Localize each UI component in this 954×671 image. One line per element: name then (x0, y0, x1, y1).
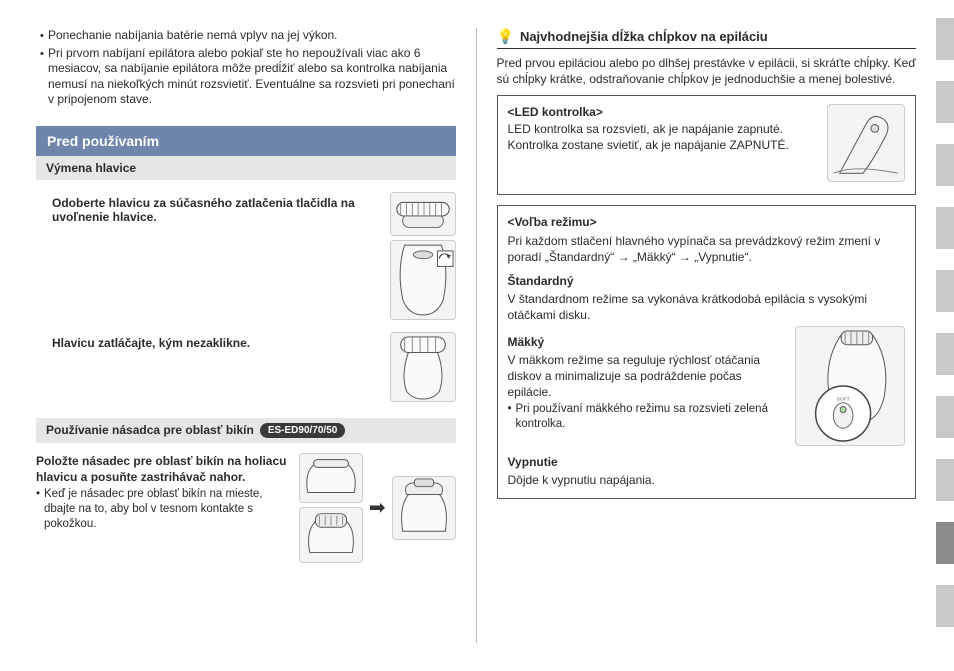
edge-tab (936, 459, 954, 501)
bullet-item: Pri prvom nabíjaní epilátora alebo pokia… (40, 46, 456, 108)
epilator-press-icon (390, 332, 456, 402)
lightbulb-icon: 💡 (497, 28, 514, 45)
mode-soft-head: Mäkký (508, 334, 786, 350)
edge-tab (936, 333, 954, 375)
page: Ponechanie nabíjania batérie nemá vplyv … (0, 0, 954, 671)
epilator-body-icon (390, 240, 456, 320)
edge-tab (936, 18, 954, 60)
mode-soft-text: V mäkkom režime sa reguluje rýchlosť otá… (508, 352, 786, 401)
bullet-text: Pri prvom nabíjaní epilátora alebo pokia… (46, 46, 456, 108)
edge-tab (936, 81, 954, 123)
edge-tab (936, 396, 954, 438)
mode-box: <Voľba režimu> Pri každom stlačení hlavn… (497, 205, 917, 499)
led-usage-icon (827, 104, 905, 182)
edge-tab-active (936, 522, 954, 564)
epilator-head-icon (390, 192, 456, 236)
step-row-1: Odoberte hlavicu za súčasného zatlačenia… (36, 192, 456, 320)
bikini-bold-text: Položte násadec pre oblasť bikín na holi… (36, 453, 289, 485)
subsection-bikini-label: Používanie násadca pre oblasť bikín (46, 423, 254, 437)
mode-soft-bullet: Pri používaní mäkkého režimu sa rozsviet… (516, 402, 786, 432)
step-2-text: Hlavicu zatláčajte, kým nezaklikne. (36, 332, 378, 350)
mode-intro: Pri každom stlačení hlavného vypínača sa… (508, 233, 906, 265)
edge-tabs (936, 18, 954, 627)
bikini-images: ➡ (299, 453, 456, 563)
shaver-head-icon (299, 507, 363, 563)
bikini-text: Položte násadec pre oblasť bikín na holi… (36, 453, 289, 563)
mode-standard-head: Štandardný (508, 273, 906, 289)
column-divider (476, 28, 477, 643)
bikini-row: Položte násadec pre oblasť bikín na holi… (36, 453, 456, 563)
led-label: <LED kontrolka> (508, 105, 603, 119)
subsection-heading-bikini: Používanie násadca pre oblasť bikín ES-E… (36, 418, 456, 443)
svg-text:SOFT: SOFT (837, 396, 850, 402)
spacer (36, 402, 456, 418)
intro-bullets: Ponechanie nabíjania batérie nemá vplyv … (36, 28, 456, 108)
led-text: LED kontrolka sa rozsvieti, ak je napája… (508, 122, 789, 152)
arrow-right-icon: ➡ (369, 495, 386, 520)
bullet-dot: • (508, 402, 516, 432)
edge-tab (936, 144, 954, 186)
bullet-item: Ponechanie nabíjania batérie nemá vplyv … (40, 28, 456, 44)
mode-label: <Voľba režimu> (508, 215, 597, 229)
bikini-attachment-icon (299, 453, 363, 503)
step-1-text: Odoberte hlavicu za súčasného zatlačenia… (36, 192, 378, 224)
edge-tab (936, 585, 954, 627)
right-column: 💡 Najvhodnejšia dĺžka chĺpkov na epiláci… (497, 28, 917, 643)
step-1-figure (390, 192, 456, 320)
tip-title-text: Najvhodnejšia dĺžka chĺpkov na epiláciu (520, 29, 768, 44)
subsection-heading: Výmena hlavice (36, 156, 456, 180)
mode-off-text: Dôjde k vypnutiu napájania. (508, 472, 906, 488)
mode-standard-text: V štandardnom režime sa vykonáva krátkod… (508, 291, 906, 323)
edge-tab (936, 270, 954, 312)
model-badge: ES-ED90/70/50 (260, 423, 346, 438)
bullet-text: Ponechanie nabíjania batérie nemá vplyv … (46, 28, 456, 44)
edge-tab (936, 207, 954, 249)
assembled-shaver-icon (392, 476, 456, 540)
step-row-2: Hlavicu zatláčajte, kým nezaklikne. (36, 332, 456, 402)
bullet-dot: • (36, 487, 44, 532)
section-heading: Pred používaním (36, 126, 456, 156)
mode-off-head: Vypnutie (508, 454, 906, 470)
bikini-sub-bullet: • Keď je násadec pre oblasť bikín na mie… (36, 487, 289, 532)
left-column: Ponechanie nabíjania batérie nemá vplyv … (36, 28, 456, 643)
tip-heading: 💡 Najvhodnejšia dĺžka chĺpkov na epiláci… (497, 28, 917, 49)
bikini-sub-text: Keď je násadec pre oblasť bikín na miest… (44, 487, 289, 532)
tip-paragraph: Pred prvou epiláciou alebo po dlhšej pre… (497, 55, 917, 87)
led-box: <LED kontrolka> LED kontrolka sa rozsvie… (497, 95, 917, 195)
soft-mode-icon: SOFT (795, 326, 905, 446)
